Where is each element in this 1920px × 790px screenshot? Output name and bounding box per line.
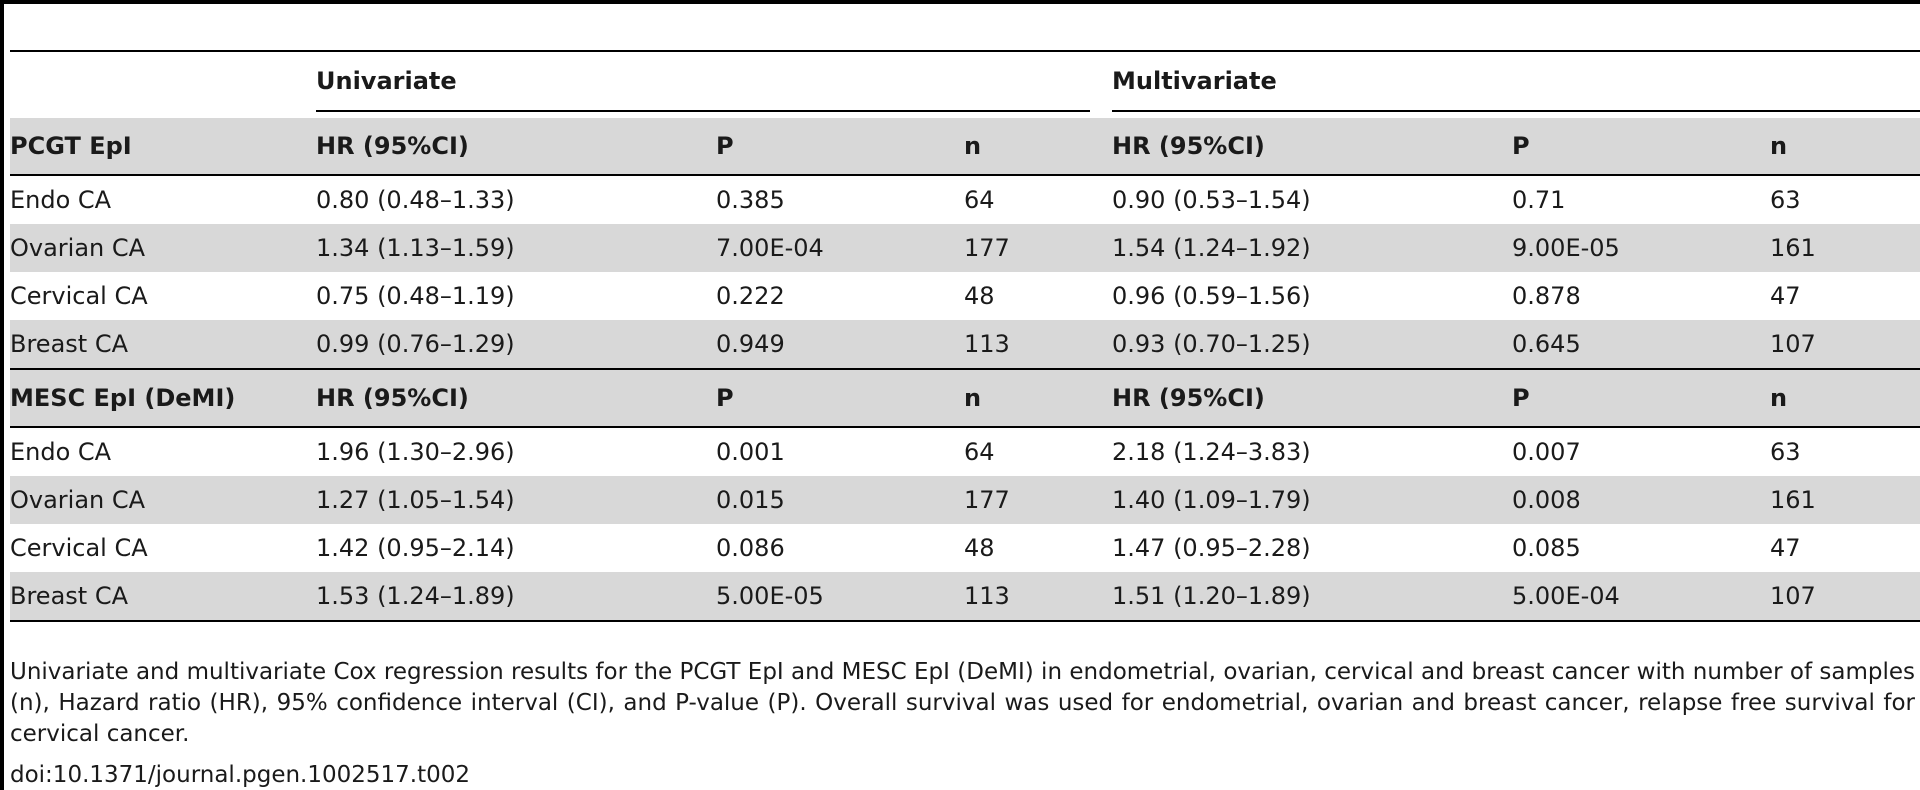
table-caption: Univariate and multivariate Cox regressi… [10,659,1915,747]
multivariate-n-cell: 47 [1770,282,1801,310]
cancer-type-cell: Breast CA [10,572,316,622]
univariate-hr-cell: 0.80 (0.48–1.33) [316,186,515,214]
multivariate-hr-cell: 0.90 (0.53–1.54) [1112,186,1311,214]
cancer-type-cell: Ovarian CA [10,224,316,272]
multivariate-n-cell: 47 [1770,534,1801,562]
multivariate-p-cell: 0.645 [1512,320,1770,370]
table-row: Breast CA 1.53 (1.24–1.89) 5.00E-05 113 1.51… [10,572,1920,622]
multivariate-n-cell: 161 [1770,224,1920,272]
univariate-p-cell: 7.00E-04 [716,224,964,272]
univariate-n-cell: 64 [964,186,995,214]
univariate-p-cell: 5.00E-05 [716,572,964,622]
cancer-type-cell: Cervical CA [10,282,148,310]
cancer-type-cell: Breast CA [10,320,316,370]
multivariate-n-cell: 63 [1770,186,1801,214]
univariate-hr-cell: 1.27 (1.05–1.54) [316,476,716,524]
univariate-n-cell: 177 [964,476,1112,524]
multivariate-p-cell: 5.00E-04 [1512,572,1770,622]
univariate-n-cell: 177 [964,224,1112,272]
column-header: n [964,369,1112,428]
multivariate-hr-cell: 1.47 (0.95–2.28) [1112,534,1311,562]
column-header: HR (95%CI) [316,369,716,428]
multivariate-p-cell: 0.878 [1512,282,1581,310]
univariate-n-cell: 113 [964,572,1112,622]
univariate-hr-cell: 1.34 (1.13–1.59) [316,224,716,272]
univariate-group-cell: Univariate [316,51,1112,118]
table-row: Breast CA 0.99 (0.76–1.29) 0.949 113 0.93 (0… [10,320,1920,370]
column-header: n [964,118,1112,176]
univariate-p-cell: 0.222 [716,282,785,310]
multivariate-hr-cell: 1.51 (1.20–1.89) [1112,572,1512,622]
multivariate-p-cell: 9.00E-05 [1512,224,1770,272]
univariate-hr-cell: 1.53 (1.24–1.89) [316,572,716,622]
column-header: n [1770,369,1920,428]
section-label: PCGT EpI [10,118,316,176]
column-header: P [716,118,964,176]
univariate-n-cell: 113 [964,320,1112,370]
table-row: Ovarian CA 1.34 (1.13–1.59) 7.00E-04 177 1.5… [10,224,1920,272]
column-header: HR (95%CI) [316,118,716,176]
univariate-n-cell: 64 [964,438,995,466]
multivariate-hr-cell: 0.96 (0.59–1.56) [1112,282,1311,310]
univariate-p-cell: 0.949 [716,320,964,370]
section-label: MESC EpI (DeMI) [10,369,316,428]
univariate-p-cell: 0.001 [716,438,785,466]
multivariate-p-cell: 0.008 [1512,476,1770,524]
univariate-hr-cell: 0.75 (0.48–1.19) [316,282,515,310]
univariate-hr-cell: 1.96 (1.30–2.96) [316,438,515,466]
column-header: HR (95%CI) [1112,369,1512,428]
column-header: P [1512,369,1770,428]
left-border-rule [0,0,4,790]
results-table-container: Univariate Multivariate PCGT EpI HR (95%C… [10,50,1920,622]
univariate-header: Univariate [316,58,1090,112]
multivariate-n-cell: 107 [1770,320,1920,370]
univariate-n-cell: 48 [964,282,995,310]
multivariate-n-cell: 161 [1770,476,1920,524]
table-row: Endo CA 0.80 (0.48–1.33) 0.385 64 0.90 (0.53… [10,175,1920,224]
table-row: Ovarian CA 1.27 (1.05–1.54) 0.015 177 1.40 (… [10,476,1920,524]
univariate-p-cell: 0.015 [716,476,964,524]
univariate-n-cell: 48 [964,534,995,562]
univariate-hr-cell: 1.42 (0.95–2.14) [316,534,515,562]
multivariate-header: Multivariate [1112,58,1920,112]
multivariate-n-cell: 63 [1770,438,1801,466]
multivariate-hr-cell: 1.54 (1.24–1.92) [1112,224,1512,272]
multivariate-p-cell: 0.71 [1512,186,1566,214]
group-header-row: Univariate Multivariate [10,51,1920,118]
column-header: n [1770,118,1920,176]
top-border-rule [0,0,1920,4]
group-header-empty [10,51,316,118]
univariate-p-cell: 0.385 [716,186,785,214]
multivariate-group-cell: Multivariate [1112,51,1920,118]
univariate-p-cell: 0.086 [716,534,785,562]
cox-regression-table: Univariate Multivariate PCGT EpI HR (95%C… [10,50,1920,622]
table-row: Endo CA 1.96 (1.30–2.96) 0.001 64 2.18 (1.24… [10,427,1920,476]
multivariate-p-cell: 0.085 [1512,534,1581,562]
univariate-hr-cell: 0.99 (0.76–1.29) [316,320,716,370]
cancer-type-cell: Endo CA [10,438,112,466]
cancer-type-cell: Cervical CA [10,534,148,562]
column-header: P [716,369,964,428]
doi-text: doi:10.1371/journal.pgen.1002517.t002 [10,762,471,788]
cancer-type-cell: Endo CA [10,186,112,214]
multivariate-hr-cell: 2.18 (1.24–3.83) [1112,438,1311,466]
table-row: Cervical CA 0.75 (0.48–1.19) 0.222 48 0.96 (… [10,272,1920,320]
column-header: P [1512,118,1770,176]
multivariate-hr-cell: 1.40 (1.09–1.79) [1112,476,1512,524]
multivariate-p-cell: 0.007 [1512,438,1581,466]
column-header: HR (95%CI) [1112,118,1512,176]
multivariate-hr-cell: 0.93 (0.70–1.25) [1112,320,1512,370]
table-row: Cervical CA 1.42 (0.95–2.14) 0.086 48 1.47 (… [10,524,1920,572]
cancer-type-cell: Ovarian CA [10,476,316,524]
multivariate-n-cell: 107 [1770,572,1920,622]
